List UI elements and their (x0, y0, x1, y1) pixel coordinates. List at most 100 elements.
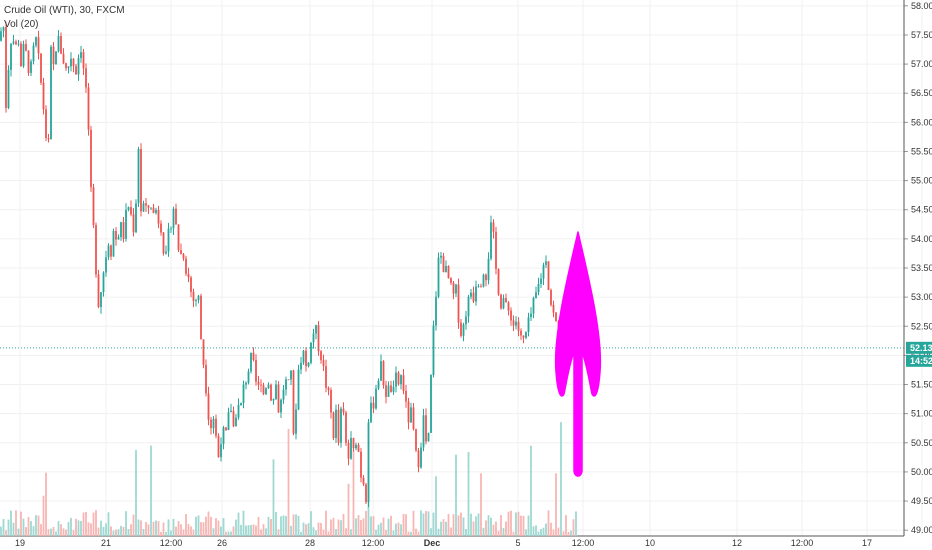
volume-legend[interactable]: Vol (20) (4, 19, 39, 30)
candle-body (515, 321, 517, 326)
volume-bars (0, 422, 577, 536)
volume-bar (252, 524, 255, 536)
candle-body (87, 87, 90, 130)
candle-body (512, 320, 515, 326)
candle-body (330, 389, 332, 413)
candle-body (300, 362, 302, 370)
candle-body (270, 384, 272, 401)
volume-bar (115, 529, 117, 536)
candle-body (150, 207, 152, 209)
volume-bar (192, 529, 195, 536)
candle-body (347, 442, 350, 459)
volume-bar (462, 517, 465, 536)
candle-body (437, 257, 440, 297)
volume-bar (532, 526, 535, 536)
volume-bar (77, 520, 80, 536)
candle-body (142, 203, 145, 212)
candle-body (85, 68, 87, 88)
volume-bar (505, 521, 507, 536)
candle-body (327, 387, 330, 390)
countdown-badge-box (906, 354, 932, 367)
x-axis[interactable]: 19 21 12:00 26 28 12:00 Dec 5 12:00 10 12 12:00 17 (15, 538, 872, 548)
volume-bar (212, 528, 215, 536)
candle-body (357, 444, 360, 452)
arrow-up-annotation[interactable] (554, 231, 602, 477)
candle-body (217, 435, 220, 458)
volume-bar (432, 512, 435, 536)
volume-bar (30, 521, 32, 536)
candle-body (472, 292, 475, 302)
volume-bar (357, 515, 360, 536)
candle-body (290, 370, 292, 380)
volume-bar (417, 531, 420, 536)
candle-body (272, 398, 275, 401)
volume-bar (12, 522, 15, 536)
volume-bar (510, 510, 512, 536)
candle-body (162, 232, 165, 254)
candle-body (27, 50, 30, 73)
volume-bar (562, 531, 565, 536)
candle-body (72, 58, 75, 67)
volume-bar (300, 531, 302, 536)
arrow-shape[interactable] (554, 231, 602, 477)
volume-bar (200, 522, 202, 536)
candle-body (542, 264, 545, 279)
candle-body (532, 297, 535, 314)
volume-bar (42, 495, 45, 536)
candle-body (22, 43, 25, 67)
candle-body (367, 422, 370, 503)
candle-body (57, 35, 60, 52)
candle-body (237, 405, 240, 418)
volume-bar (525, 529, 527, 536)
volume-bar (137, 519, 140, 536)
volume-bar (262, 524, 265, 536)
candle-body (37, 37, 40, 54)
candle-body (167, 228, 170, 252)
volume-bar (405, 514, 407, 536)
candle-body (497, 269, 500, 295)
volume-bar (150, 445, 152, 536)
volume-bar (87, 522, 90, 536)
volume-bar (132, 514, 135, 536)
volume-bar (180, 524, 182, 536)
volume-bar (255, 525, 257, 536)
y-tick-label: 49.00 (911, 525, 932, 535)
candle-body (377, 380, 380, 389)
volume-bar (55, 531, 57, 536)
candle-body (205, 364, 207, 394)
volume-bar (445, 521, 447, 536)
volume-bar (112, 530, 115, 536)
symbol-legend[interactable]: Crude Oil (WTI), 30, FXCM (4, 5, 125, 16)
volume-bar (550, 522, 552, 536)
candle-body (422, 415, 425, 448)
candle-body (402, 375, 405, 391)
candle-body (305, 350, 307, 367)
candle-body (207, 393, 210, 420)
candle-body (507, 302, 510, 311)
volume-bar (375, 529, 377, 536)
candle-body (467, 296, 470, 317)
volume-bar (235, 519, 237, 536)
volume-bar (27, 517, 30, 536)
volume-bar (202, 522, 205, 536)
volume-bar (227, 531, 230, 536)
candle-body (200, 295, 202, 340)
volume-bar (130, 524, 132, 536)
candle-body (90, 129, 92, 188)
volume-bar (397, 522, 400, 536)
candle-body (475, 286, 477, 302)
volume-bar (265, 528, 267, 536)
volume-bar (17, 528, 20, 536)
candle-body (225, 427, 227, 431)
candle-body (530, 313, 532, 318)
candle-body (240, 402, 242, 406)
candle-body (252, 352, 255, 360)
candle-body (47, 137, 50, 140)
candle-body (170, 228, 172, 230)
volume-bar (477, 513, 480, 536)
volume-bar (62, 528, 65, 536)
candle-body (282, 389, 285, 400)
volume-bar (22, 518, 25, 536)
